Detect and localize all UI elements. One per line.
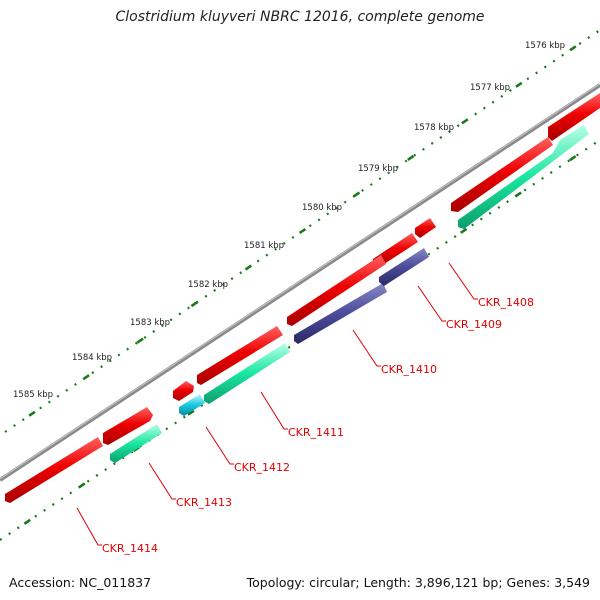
gene-label-ckr-1413[interactable]: CKR_1413 xyxy=(176,496,232,509)
genome-backbone xyxy=(0,83,600,482)
callout-ckr-1409 xyxy=(417,285,446,322)
gene-fwd-a[interactable] xyxy=(548,93,600,141)
inner-major-tick xyxy=(569,155,577,162)
gene-label-ckr-1414[interactable]: CKR_1414 xyxy=(102,542,158,555)
tick-label-1578: 1578 kbp xyxy=(414,123,454,133)
gene-ckr-1413b-fwd[interactable] xyxy=(103,407,153,445)
gene-ckr-1412-rev[interactable] xyxy=(179,394,205,416)
outer-major-tick xyxy=(407,154,415,161)
gene-callouts xyxy=(76,262,478,546)
gene-ckr-1413-rev[interactable] xyxy=(110,424,162,463)
outer-major-tick xyxy=(352,191,361,198)
outer-major-tick xyxy=(28,410,36,417)
gene-ckr-1411-fwd[interactable] xyxy=(287,255,386,326)
outer-major-tick xyxy=(515,81,523,88)
map-title: Clostridium kluyveri NBRC 12016, complet… xyxy=(115,9,485,25)
tick-label-1582: 1582 kbp xyxy=(188,280,228,290)
forward-genes xyxy=(5,93,600,503)
accession-text: Accession: NC_011837 xyxy=(9,575,152,590)
gene-ckr-1409-rev[interactable] xyxy=(379,248,429,286)
tick-label-1581: 1581 kbp xyxy=(244,241,284,251)
gene-ckr-1409-fwd[interactable] xyxy=(415,218,436,238)
gene-ckr-1411-rev[interactable] xyxy=(204,343,290,404)
gene-label-ckr-1411[interactable]: CKR_1411 xyxy=(288,426,344,439)
gene-ckr-1408-rev[interactable] xyxy=(458,125,589,229)
gene-label-ckr-1409[interactable]: CKR_1409 xyxy=(446,318,502,331)
gene-label-ckr-1412[interactable]: CKR_1412 xyxy=(234,461,290,474)
tick-label-1584: 1584 kbp xyxy=(72,353,112,363)
gene-ckr-1413a-fwd[interactable] xyxy=(173,381,194,401)
inner-major-tick xyxy=(23,518,31,525)
inner-major-tick xyxy=(514,191,522,198)
inner-major-tick xyxy=(78,482,86,489)
callout-ckr-1408 xyxy=(448,262,478,300)
gene-label-ckr-1408[interactable]: CKR_1408 xyxy=(478,296,534,309)
gene-ckr-1408-fwd[interactable] xyxy=(451,137,553,212)
outer-major-ticks xyxy=(28,45,577,417)
reverse-genes xyxy=(110,125,589,463)
tick-label-1583: 1583 kbp xyxy=(130,318,170,328)
tick-label-1577: 1577 kbp xyxy=(470,83,510,93)
tick-label-1576: 1576 kbp xyxy=(525,41,565,51)
outer-major-tick xyxy=(298,227,307,235)
callout-ckr-1414 xyxy=(76,507,102,546)
tick-label-1585: 1585 kbp xyxy=(13,390,53,400)
callout-ckr-1411 xyxy=(260,391,288,430)
outer-major-tick xyxy=(190,301,198,308)
outer-major-tick xyxy=(136,337,144,344)
gene-labels: CKR_1408 CKR_1409 CKR_1410 CKR_1411 CKR_… xyxy=(102,296,534,555)
outer-major-tick xyxy=(461,118,469,125)
inner-major-tick xyxy=(460,227,468,234)
callout-ckr-1413 xyxy=(148,462,176,500)
genome-backbone-highlight xyxy=(0,83,600,480)
gene-ckr-1410-rev[interactable] xyxy=(294,283,387,344)
gene-ckr-1414-fwd[interactable] xyxy=(5,437,103,503)
gene-ckr-1410-fwd[interactable] xyxy=(373,233,418,268)
outer-major-tick xyxy=(569,45,577,52)
gene-ckr-1412-fwd[interactable] xyxy=(197,326,283,385)
outer-tick-labels: 1576 kbp 1577 kbp 1578 kbp 1579 kbp 1580… xyxy=(13,41,565,400)
outer-major-tick xyxy=(82,374,90,381)
tick-label-1580: 1580 kbp xyxy=(302,203,342,213)
inner-major-tick xyxy=(187,409,195,416)
gene-label-ckr-1410[interactable]: CKR_1410 xyxy=(381,363,437,376)
outer-major-tick xyxy=(244,264,253,271)
genome-summary-text: Topology: circular; Length: 3,896,121 bp… xyxy=(246,575,590,590)
tick-label-1579: 1579 kbp xyxy=(358,164,398,174)
callout-ckr-1410 xyxy=(352,329,381,367)
callout-ckr-1412 xyxy=(205,426,234,465)
